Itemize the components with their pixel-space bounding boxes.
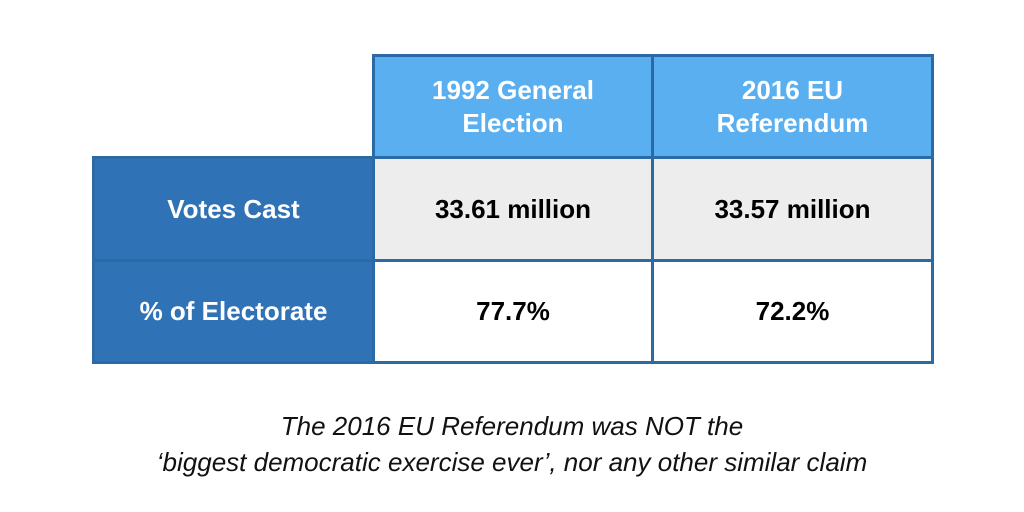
table-cell: 33.61 million (372, 156, 654, 262)
column-header-1992-general-election: 1992 General Election (372, 54, 654, 159)
caption-line: The 2016 EU Referendum was NOT the (280, 411, 744, 441)
table-cell: 72.2% (651, 259, 934, 364)
row-header-label: Votes Cast (167, 193, 300, 224)
caption: The 2016 EU Referendum was NOT the ‘bigg… (0, 408, 1024, 480)
comparison-table: 1992 General Election 2016 EU Referendum… (92, 54, 934, 364)
caption-line: ‘biggest democratic exercise ever’, nor … (156, 447, 868, 477)
cell-value: 77.7% (476, 296, 550, 326)
cell-value: 33.57 million (714, 193, 871, 224)
column-header-line: Election (462, 107, 564, 138)
column-header-line: 2016 EU (741, 74, 844, 105)
row-header-label: % of Electorate (139, 296, 328, 326)
table-cell: 33.57 million (651, 156, 934, 262)
cell-value: 72.2% (755, 296, 830, 326)
row-header-percent-of-electorate: % of Electorate (92, 259, 375, 364)
row-header-votes-cast: Votes Cast (92, 156, 375, 262)
column-header-2016-eu-referendum: 2016 EU Referendum (651, 54, 934, 159)
table-cell: 77.7% (372, 259, 654, 364)
cell-value: 33.61 million (434, 193, 592, 224)
column-header-line: 1992 General (432, 74, 594, 105)
column-header-line: Referendum (716, 107, 869, 138)
